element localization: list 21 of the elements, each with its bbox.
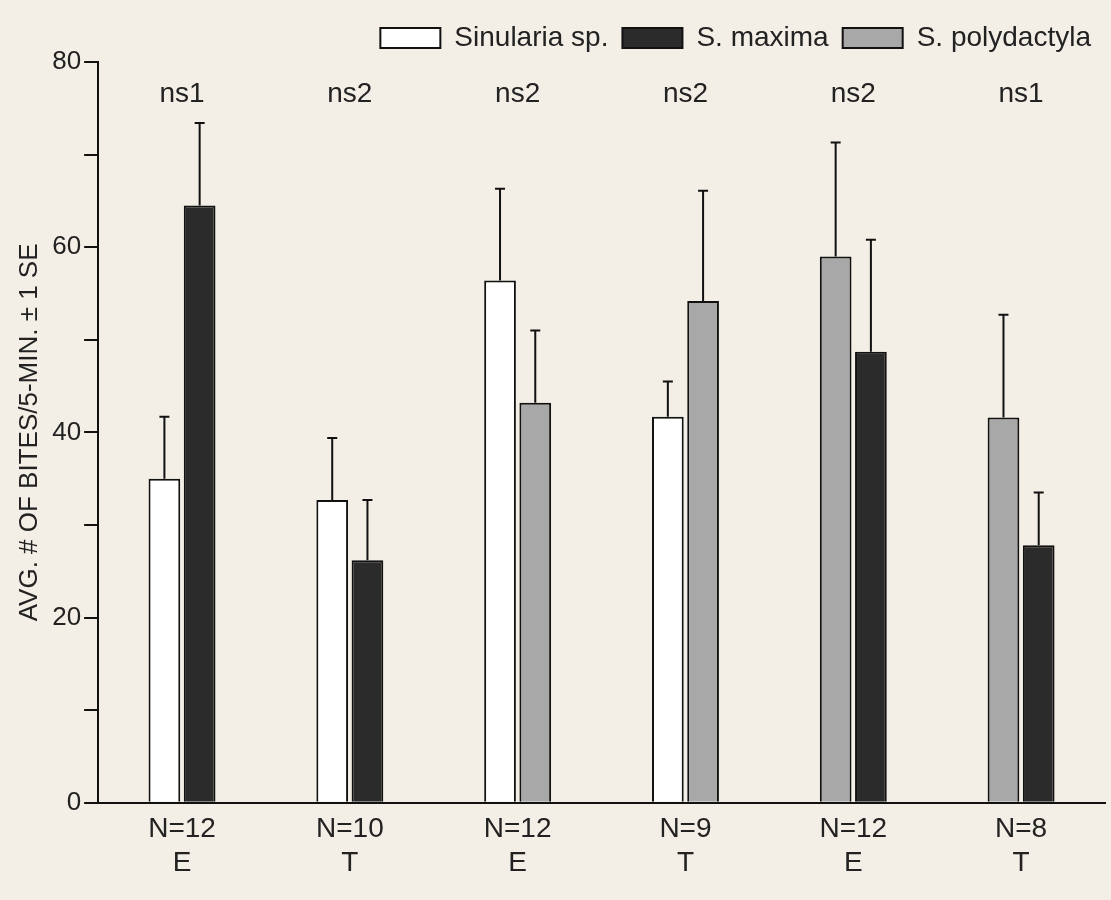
y-tick-label: 80	[52, 45, 82, 76]
legend-label: S. polydactyla	[916, 20, 1092, 52]
x-tick-label: N=10 T	[315, 812, 384, 877]
x-tick-label: N=12 E	[819, 812, 888, 877]
x-tick-label: N=12 E	[483, 812, 552, 877]
annotation: ns2	[327, 76, 373, 108]
annotation: ns1	[159, 76, 205, 108]
x-tick-label: N=9 T	[659, 812, 712, 877]
annotation: ns1	[998, 76, 1044, 108]
x-tick-label: N=8 T	[995, 812, 1048, 877]
x-tick-label: N=12 E	[148, 812, 216, 877]
y-tick-label: 20	[52, 600, 82, 631]
annotation: ns2	[662, 76, 709, 108]
y-axis-title: AVG. # OF BITES/5-MIN. ± 1 SE	[12, 243, 43, 622]
legend-label: S. maxima	[696, 20, 830, 52]
y-tick-label: 0	[66, 785, 82, 816]
legend-label: Sinularia sp.	[454, 20, 609, 52]
y-tick-label: 60	[52, 230, 82, 261]
annotation: ns2	[495, 76, 541, 108]
annotation: ns2	[830, 76, 876, 108]
y-tick-label: 40	[52, 415, 82, 446]
